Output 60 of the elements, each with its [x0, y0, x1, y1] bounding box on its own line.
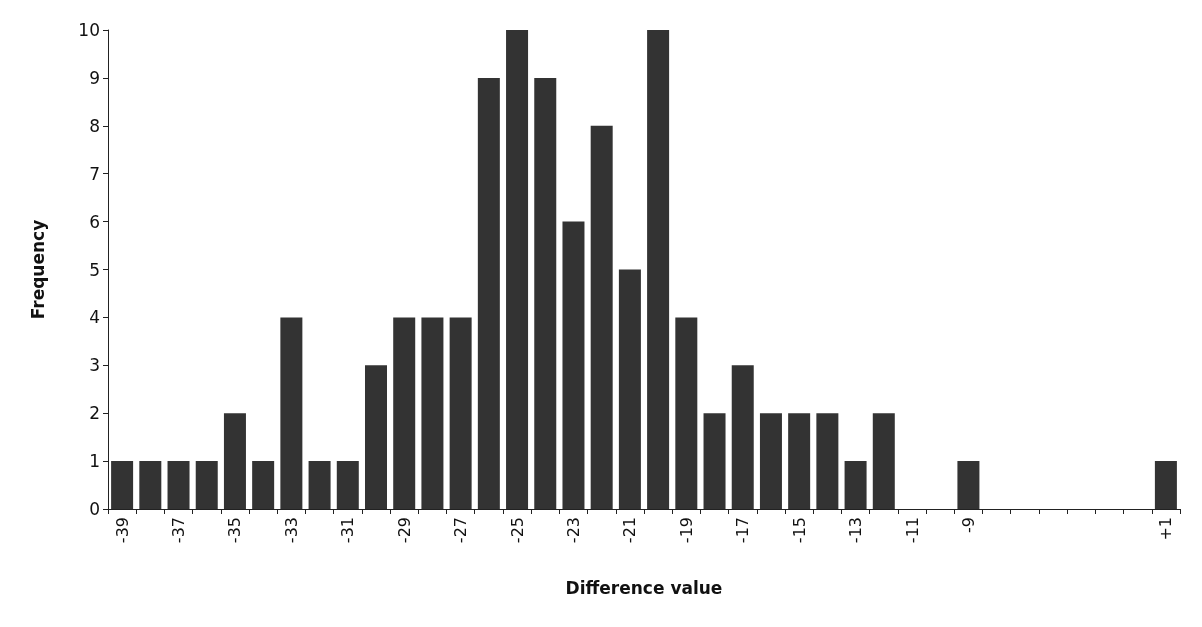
bar — [759, 413, 782, 509]
bar — [562, 221, 585, 509]
y-tick-label: 7 — [89, 163, 100, 184]
bar — [308, 461, 331, 509]
bar — [731, 365, 754, 509]
bar — [449, 317, 472, 509]
y-tick-label: 9 — [89, 67, 100, 88]
bar — [195, 461, 218, 509]
bar — [365, 365, 387, 509]
x-tick-label: -17 — [733, 517, 753, 544]
bar — [675, 317, 698, 509]
y-tick-label: 3 — [89, 355, 100, 376]
y-tick-label: 2 — [89, 403, 100, 424]
y-axis-title: Frequency — [27, 219, 48, 320]
bar — [477, 77, 500, 509]
bar — [844, 461, 867, 509]
y-tick-label: 4 — [89, 307, 100, 328]
x-tick-label: -25 — [507, 517, 527, 544]
bar — [280, 317, 303, 509]
x-tick-label: -11 — [902, 517, 922, 544]
x-tick-label: -35 — [225, 517, 245, 544]
x-tick-label: -27 — [451, 517, 471, 544]
bar — [647, 30, 670, 509]
y-tick-label: 8 — [89, 115, 100, 136]
y-tick-label: 1 — [89, 451, 100, 472]
x-axis-title: Difference value — [565, 577, 723, 598]
bar — [816, 413, 839, 509]
y-tick-label: 5 — [89, 259, 100, 280]
x-tick-label: -21 — [620, 517, 640, 544]
y-tick-label: 0 — [89, 499, 100, 519]
x-tick-label: -33 — [281, 517, 301, 544]
bar — [618, 269, 641, 509]
bar — [1154, 461, 1177, 509]
bar — [957, 461, 980, 509]
x-tick-label: -19 — [676, 517, 696, 544]
x-tick-label: -31 — [338, 517, 358, 544]
bar — [703, 413, 726, 509]
bar — [421, 317, 444, 509]
bar — [167, 461, 190, 509]
bar — [336, 461, 359, 509]
x-tick-label: -13 — [846, 517, 866, 544]
bar — [506, 30, 529, 509]
y-tick-label: 10 — [78, 20, 100, 40]
bar — [534, 77, 557, 509]
y-tick-label: 6 — [89, 211, 100, 232]
bar — [590, 125, 613, 509]
bar — [788, 413, 811, 509]
bar — [252, 461, 275, 509]
bar — [393, 317, 416, 509]
bar — [139, 461, 162, 509]
x-tick-label: +1 — [1156, 517, 1176, 541]
bar — [223, 413, 246, 509]
x-tick-label: -37 — [169, 517, 189, 544]
x-tick-label: -23 — [563, 517, 583, 544]
x-tick-label: -39 — [112, 517, 132, 544]
x-tick-label: -29 — [394, 517, 414, 544]
x-tick-label: -9 — [958, 517, 978, 533]
bar — [872, 413, 895, 509]
x-tick-label: -15 — [789, 517, 809, 544]
bar — [111, 461, 134, 509]
